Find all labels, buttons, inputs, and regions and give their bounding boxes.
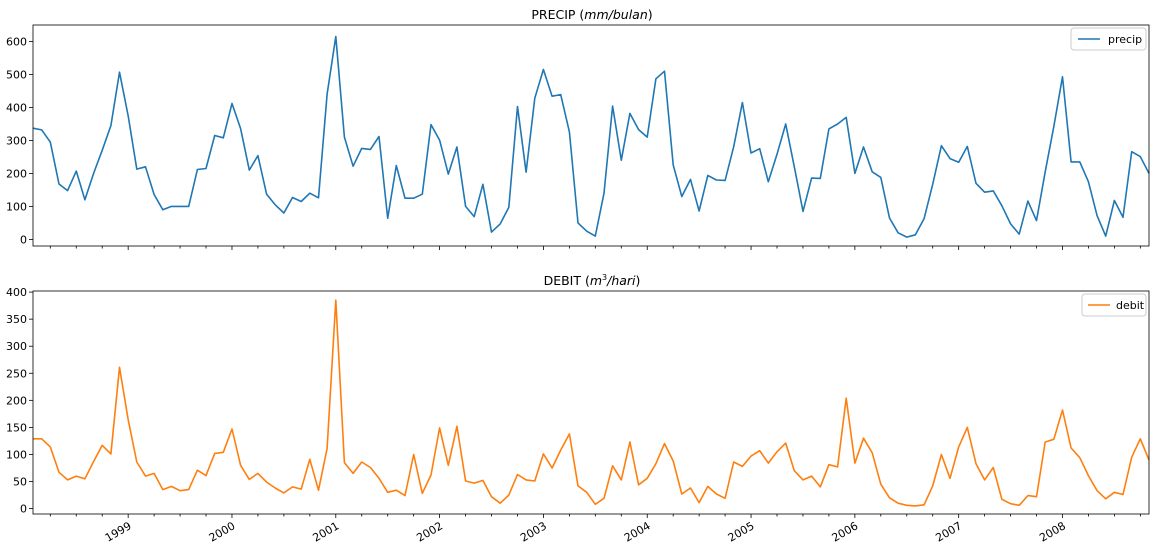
y-tick-label: 350 — [6, 313, 27, 326]
y-tick-label: 600 — [6, 35, 27, 48]
precip-series-line — [32, 35, 1150, 238]
precip-title: PRECIP (mm/bulan) — [531, 7, 652, 22]
y-tick-label: 400 — [6, 101, 27, 114]
y-tick-label: 300 — [6, 134, 27, 147]
precip-chart: PRECIP (mm/bulan) 0 100 200 300 400 500 600 pr… — [6, 7, 1150, 250]
debit-plot-frame — [32, 290, 1150, 515]
y-tick-label: 250 — [6, 367, 27, 380]
precip-plot-frame — [32, 24, 1150, 247]
y-tick-label: 0 — [20, 233, 27, 246]
y-tick-label: 100 — [6, 448, 27, 461]
y-tick-label: 100 — [6, 200, 27, 213]
debit-chart: DEBIT (m3/hari) 0 50 100 150 200 250 300 350 400… — [6, 273, 1150, 518]
y-tick-label: 150 — [6, 421, 27, 434]
y-tick-label: 200 — [6, 167, 27, 180]
debit-legend-label: debit — [1116, 299, 1145, 312]
y-tick-label: 0 — [20, 503, 27, 516]
debit-legend-box — [1081, 293, 1147, 317]
debit-series-line — [33, 299, 1150, 507]
precip-legend: precip — [1070, 27, 1147, 51]
y-tick-label: 200 — [6, 394, 27, 407]
precip-x-ticks — [49, 246, 1141, 250]
debit-legend: debit — [1081, 293, 1147, 317]
y-tick-label: 50 — [13, 476, 27, 489]
precip-y-axis: 0 100 200 300 400 500 600 — [6, 35, 33, 246]
debit-y-axis: 0 50 100 150 200 250 300 350 400 — [6, 286, 33, 516]
y-tick-label: 300 — [6, 340, 27, 353]
precip-legend-box — [1070, 27, 1147, 51]
debit-title: DEBIT (m3/hari) — [544, 273, 641, 288]
precip-legend-label: precip — [1108, 33, 1142, 46]
y-tick-label: 400 — [6, 286, 27, 299]
y-tick-label: 500 — [6, 68, 27, 81]
debit-x-ticks — [49, 514, 1141, 518]
